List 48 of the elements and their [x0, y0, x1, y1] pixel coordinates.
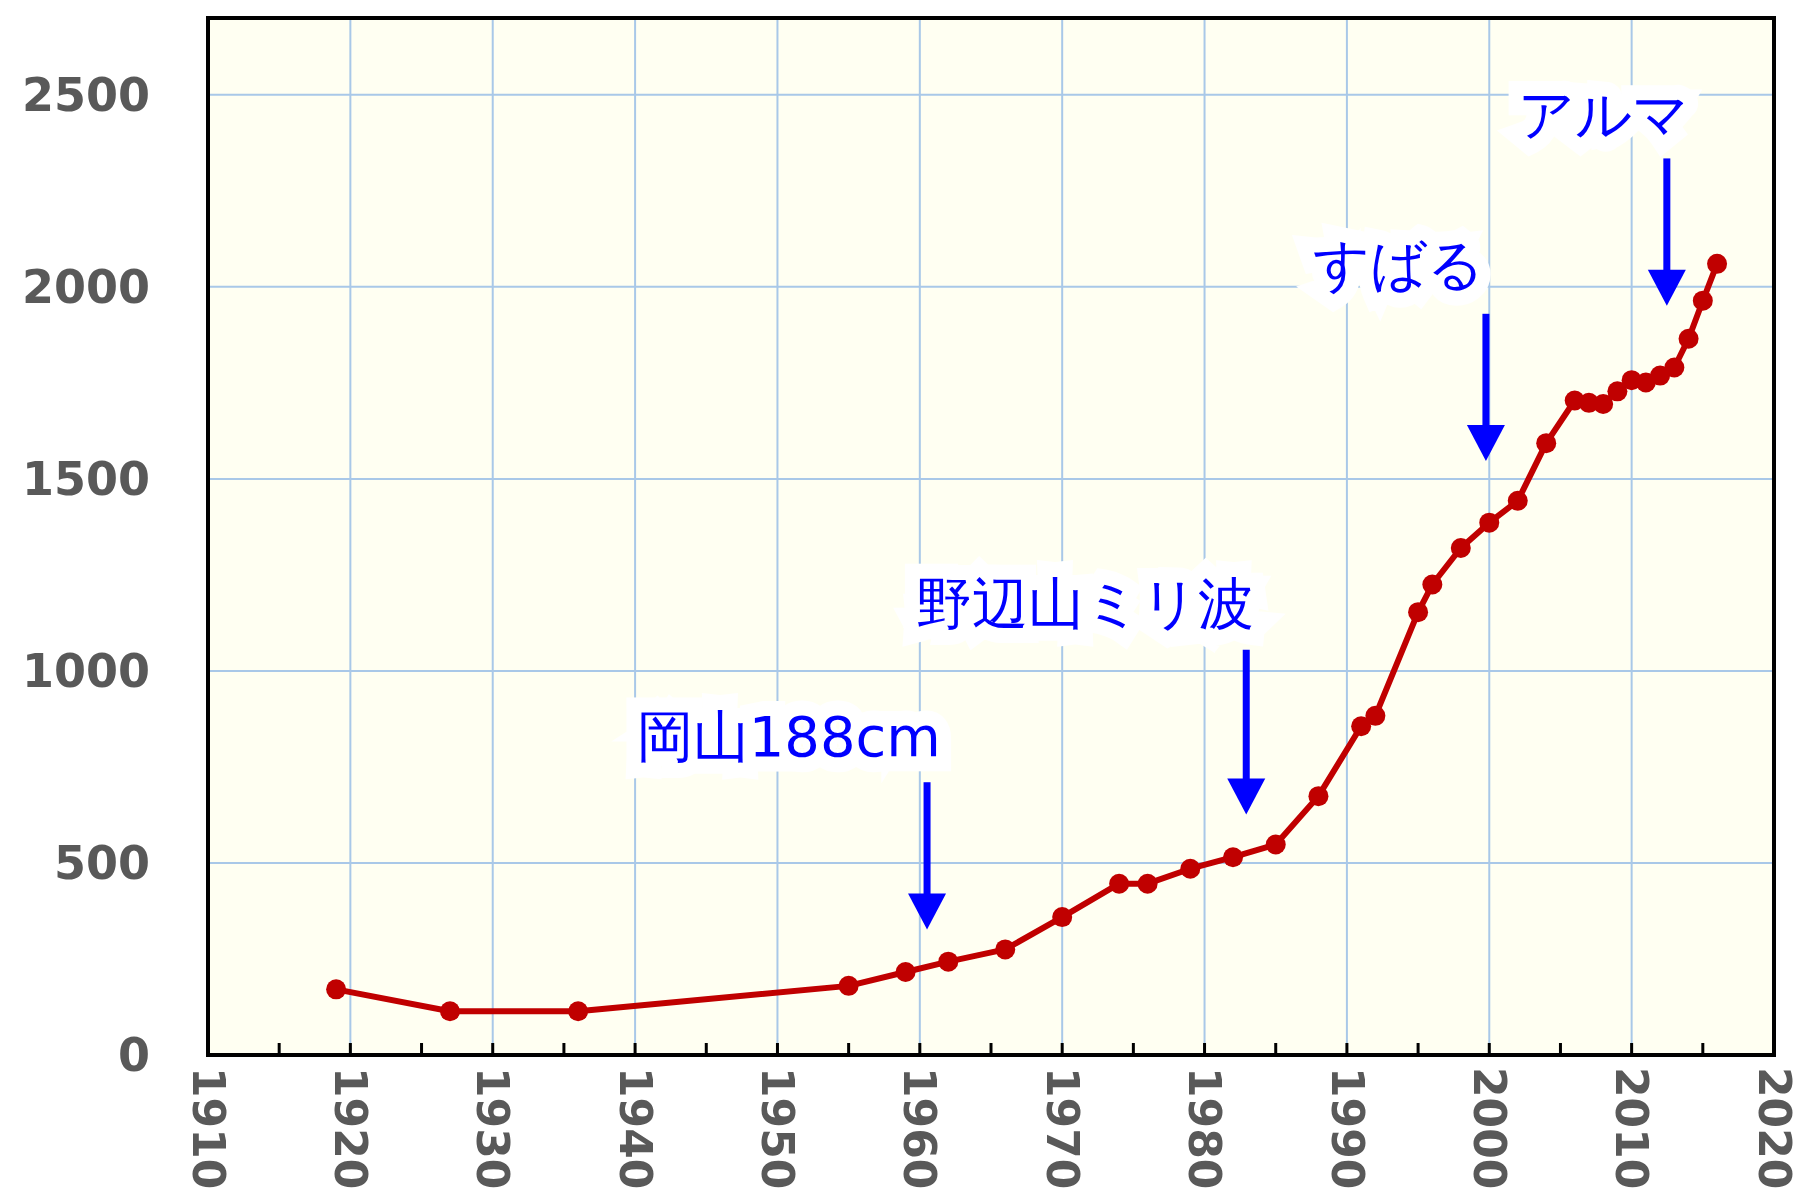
point: [1422, 574, 1443, 595]
x-tick-label: 1960: [894, 1067, 946, 1190]
point: [1351, 716, 1372, 737]
point: [1650, 365, 1671, 386]
point: [1692, 290, 1713, 311]
point: [1707, 253, 1728, 274]
y-tick-label: 0: [117, 1028, 150, 1083]
y-tick-label: 1000: [21, 644, 150, 699]
x-tick-label: 1990: [1321, 1067, 1373, 1190]
point: [1223, 847, 1244, 868]
point: [1664, 357, 1685, 378]
point: [1109, 873, 1130, 894]
y-tick-label: 2000: [21, 259, 150, 314]
point: [995, 939, 1016, 960]
point: [1052, 907, 1073, 928]
point: [326, 979, 347, 1000]
x-tick-label: 1950: [752, 1067, 804, 1190]
point: [1365, 705, 1386, 726]
point: [838, 975, 859, 996]
point: [1536, 433, 1557, 454]
x-tick-label: 1910: [182, 1067, 234, 1190]
y-tick-label: 500: [53, 836, 150, 891]
point: [895, 962, 916, 983]
point: [1507, 490, 1528, 511]
x-tick-label: 2000: [1463, 1067, 1515, 1190]
x-tick-label: 1970: [1036, 1067, 1088, 1190]
annotation: 岡山188cm: [636, 703, 941, 769]
point: [1308, 786, 1329, 807]
point: [568, 1001, 589, 1022]
x-tick-label: 1920: [324, 1067, 376, 1190]
x-tick-label: 1980: [1179, 1067, 1231, 1190]
point: [1137, 873, 1158, 894]
point: [1450, 538, 1471, 559]
y-tick-label: 1500: [21, 451, 150, 506]
point: [1408, 602, 1429, 623]
x-tick-label: 1940: [609, 1067, 661, 1190]
point: [440, 1001, 461, 1022]
x-tick-label: 2020: [1748, 1067, 1800, 1190]
point: [1678, 328, 1699, 349]
point: [938, 951, 959, 972]
point: [1180, 858, 1201, 879]
point: [1607, 381, 1628, 402]
x-tick-label: 1930: [467, 1067, 519, 1190]
y-tick-label: 2500: [21, 67, 150, 122]
point: [1265, 834, 1286, 855]
x-tick-label: 2010: [1606, 1067, 1658, 1190]
point: [1593, 393, 1614, 414]
point: [1479, 512, 1500, 533]
